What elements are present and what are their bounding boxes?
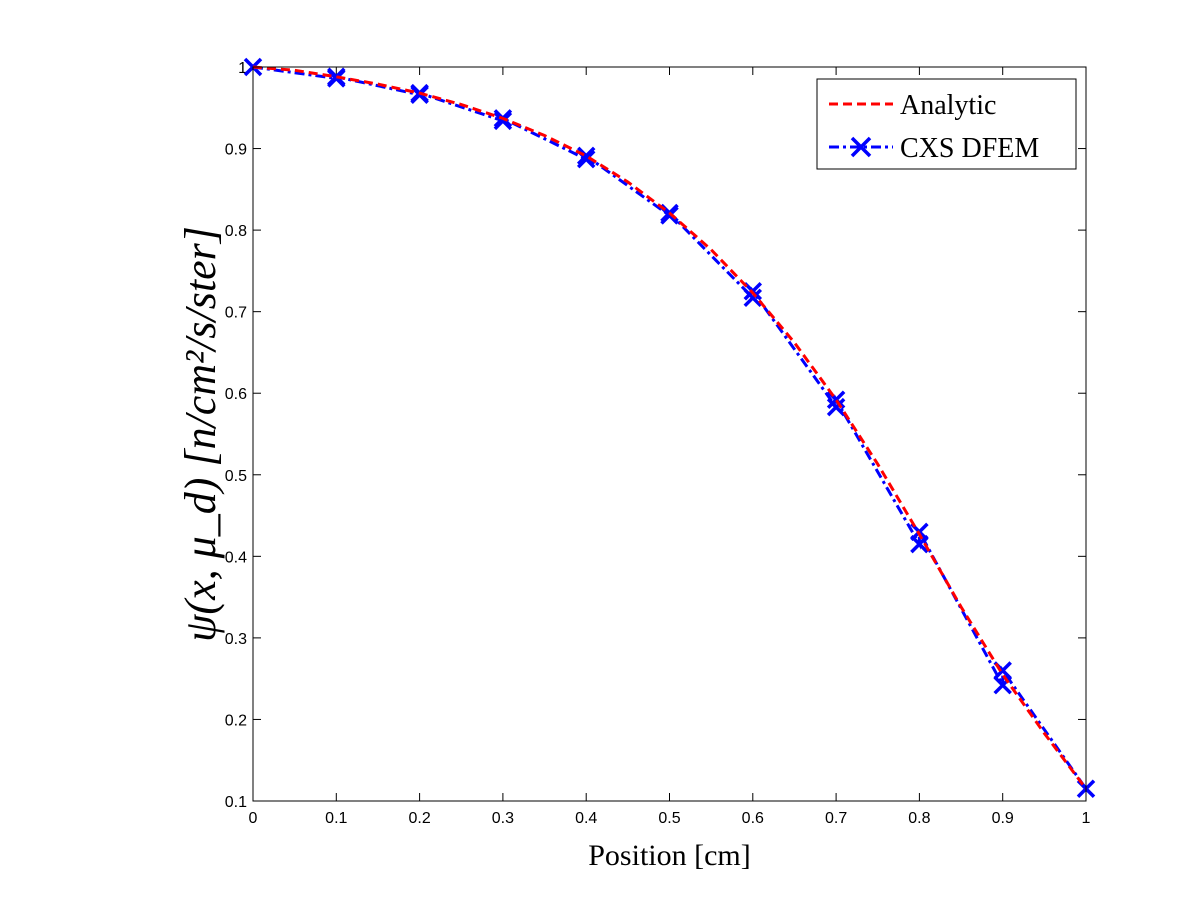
series-layer [243,57,1096,799]
y-tick-label: 0.7 [225,305,247,322]
y-tick-label: 0.6 [225,386,247,403]
x-tick-label: 0.3 [492,810,514,827]
y-tick-label: 0.4 [225,549,247,566]
cxs-dfem-marker [327,67,346,87]
x-axis-title: Position [cm] [588,839,751,872]
cxs-dfem-marker [826,397,846,417]
y-tick-label: 0.5 [225,468,247,485]
x-tick-label: 0 [249,810,258,827]
legend-cxs-marker [850,136,872,158]
x-tick-label: 0.1 [325,810,347,827]
x-tick-label: 0.2 [408,810,430,827]
legend: Analytic CXS DFEM [816,78,1077,170]
y-axis-title: ψ(x, μ_d) [n/cm²/s/ster] [176,226,225,642]
y-tick-label: 0.1 [225,794,247,811]
plot-area [253,67,1086,801]
x-tick-label: 0.6 [742,810,764,827]
ticks: 0 0.1 0.2 0.3 0.4 0.5 0.6 0.7 0.8 0.9 10.10.20.30.… [225,60,1091,827]
y-tick-label: 1 [238,60,247,77]
x-tick-label: 0.4 [575,810,597,827]
x-tick-label: 1 [1082,810,1091,827]
x-tick-label: 0.9 [992,810,1014,827]
legend-cxs-label: CXS DFEM [900,133,1039,164]
y-tick-label: 0.2 [225,712,247,729]
y-tick-label: 0.3 [225,631,247,648]
cxs-dfem-marker [743,288,763,308]
cxs-dfem-marker [576,146,596,166]
x-tick-label: 0.7 [825,810,847,827]
y-tick-label: 0.8 [225,223,247,240]
plot-frame [252,66,1087,802]
x-tick-label: 0.5 [658,810,680,827]
legend-box [816,78,1077,170]
series-line-analytic [252,65,1088,790]
legend-analytic-label: Analytic [900,90,996,121]
x-tick-label: 0.8 [908,810,930,827]
y-tick-label: 0.9 [225,142,247,159]
